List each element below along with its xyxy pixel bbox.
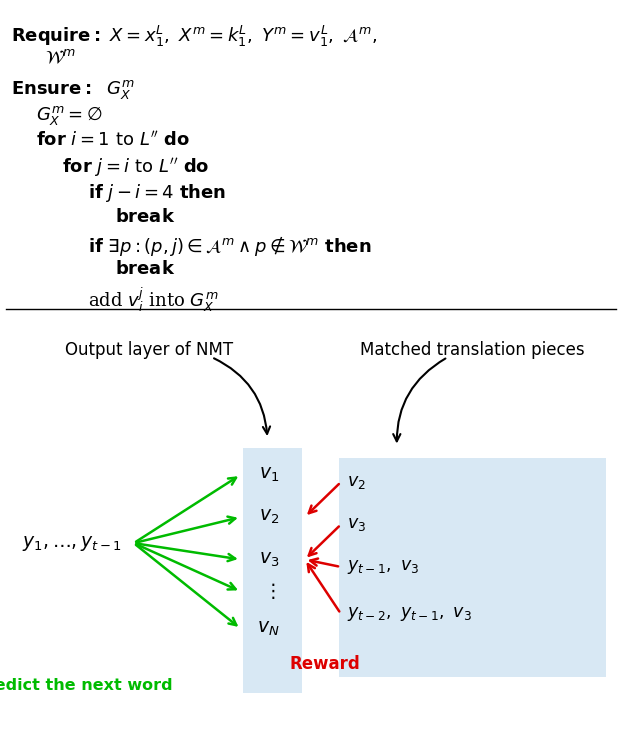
Text: Matched translation pieces: Matched translation pieces [360, 341, 585, 359]
Text: $\mathbf{break}$: $\mathbf{break}$ [115, 208, 175, 226]
Text: $v_2$: $v_2$ [347, 474, 366, 490]
Text: add $v_i^j$ into $G_X^m$: add $v_i^j$ into $G_X^m$ [88, 286, 219, 315]
Text: $\mathbf{Ensure{:}}$  $G_X^m$: $\mathbf{Ensure{:}}$ $G_X^m$ [11, 78, 135, 101]
Text: $\mathbf{if}$ $\exists p : (p, j) \in \mathcal{A}^m \wedge p \notin \mathcal{W}^: $\mathbf{if}$ $\exists p : (p, j) \in \m… [88, 234, 372, 258]
Text: $\mathcal{W}^m$: $\mathcal{W}^m$ [45, 49, 76, 68]
Text: $\mathbf{for}$ $j = i\ \mathrm{to}\ L^{\prime\prime}$ $\mathbf{do}$: $\mathbf{for}$ $j = i\ \mathrm{to}\ L^{\… [62, 156, 210, 179]
Text: Predict the next word: Predict the next word [0, 679, 172, 693]
Text: $\mathbf{Require{:}}$ $X = x_1^L,\ X^m = k_1^L,\ Y^m = v_1^L,\ \mathcal{A}^m,$: $\mathbf{Require{:}}$ $X = x_1^L,\ X^m =… [11, 24, 378, 49]
Text: $y_{t-2},\ y_{t-1},\ v_3$: $y_{t-2},\ y_{t-1},\ v_3$ [347, 605, 472, 623]
Bar [243, 448, 302, 693]
Text: $v_1$: $v_1$ [259, 466, 279, 484]
Text: $\mathbf{break}$: $\mathbf{break}$ [115, 260, 175, 278]
Text: $y_1,\ldots,y_{t-1}$: $y_1,\ldots,y_{t-1}$ [22, 533, 121, 553]
Text: $v_N$: $v_N$ [258, 620, 280, 638]
Text: $G_X^m = \emptyset$: $G_X^m = \emptyset$ [36, 104, 103, 127]
Text: $\vdots$: $\vdots$ [262, 582, 275, 601]
Bar [339, 458, 606, 677]
Text: Output layer of NMT: Output layer of NMT [65, 341, 233, 359]
Text: $\mathbf{if}$ $j - i = 4$ $\mathbf{then}$: $\mathbf{if}$ $j - i = 4$ $\mathbf{then}… [88, 182, 226, 205]
Text: Reward: Reward [289, 655, 360, 673]
Text: $v_3$: $v_3$ [259, 551, 279, 568]
Text: $\mathbf{for}$ $i = 1\ \mathrm{to}\ L^{\prime\prime}$ $\mathbf{do}$: $\mathbf{for}$ $i = 1\ \mathrm{to}\ L^{\… [36, 130, 190, 150]
Text: $y_{t-1},\ v_3$: $y_{t-1},\ v_3$ [347, 558, 419, 576]
Text: $v_3$: $v_3$ [347, 516, 366, 533]
Text: $v_2$: $v_2$ [259, 508, 279, 526]
